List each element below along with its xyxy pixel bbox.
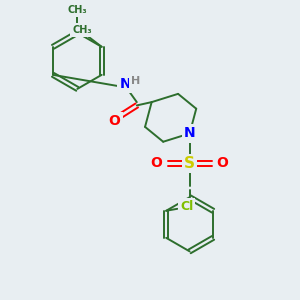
Text: CH₃: CH₃ [68, 5, 87, 15]
Text: O: O [109, 114, 121, 128]
Text: N: N [119, 77, 131, 91]
Text: H: H [131, 76, 140, 85]
Text: O: O [217, 156, 229, 170]
Text: O: O [151, 156, 163, 170]
Text: CH₃: CH₃ [72, 25, 92, 35]
Text: N: N [184, 127, 195, 140]
Text: Cl: Cl [180, 200, 193, 213]
Text: S: S [184, 156, 195, 171]
